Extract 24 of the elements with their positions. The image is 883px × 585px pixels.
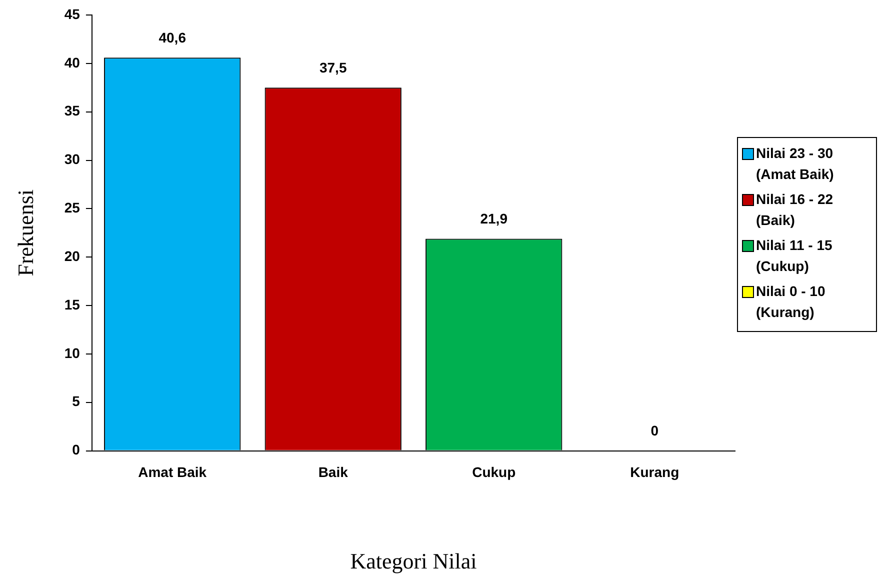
- y-tick-label: 20: [64, 248, 80, 264]
- y-axis-title: Frekuensi: [12, 190, 38, 276]
- legend-label: Nilai 23 - 30 (Amat Baik): [756, 144, 835, 184]
- y-tick-label: 10: [64, 344, 80, 361]
- y-tick-label: 30: [64, 151, 80, 168]
- x-tick-label: Baik: [318, 464, 348, 480]
- y-tick-label: 15: [64, 296, 80, 312]
- y-tick-label: 35: [64, 102, 80, 119]
- x-tick-label: Cukup: [472, 464, 516, 480]
- legend-label: Nilai 11 - 15 (Cukup): [756, 236, 834, 276]
- y-tick-label: 25: [64, 200, 80, 216]
- y-tick-label: 5: [72, 393, 80, 410]
- x-tick-label: Kurang: [630, 464, 680, 480]
- y-tick-label: 0: [72, 442, 80, 458]
- y-tick-label: 45: [64, 6, 80, 22]
- y-tick-label: 40: [64, 54, 80, 70]
- data-label: 0: [650, 422, 659, 439]
- data-label: 40,6: [158, 29, 186, 46]
- legend-label: Nilai 16 - 22 (Baik): [756, 190, 834, 230]
- x-axis-title: Kategori Nilai: [350, 548, 477, 574]
- legend-label: Nilai 0 - 10 (Kurang): [756, 282, 826, 322]
- data-label: 21,9: [480, 210, 508, 227]
- x-tick-label: Amat Baik: [138, 464, 207, 480]
- data-label: 37,5: [319, 59, 347, 76]
